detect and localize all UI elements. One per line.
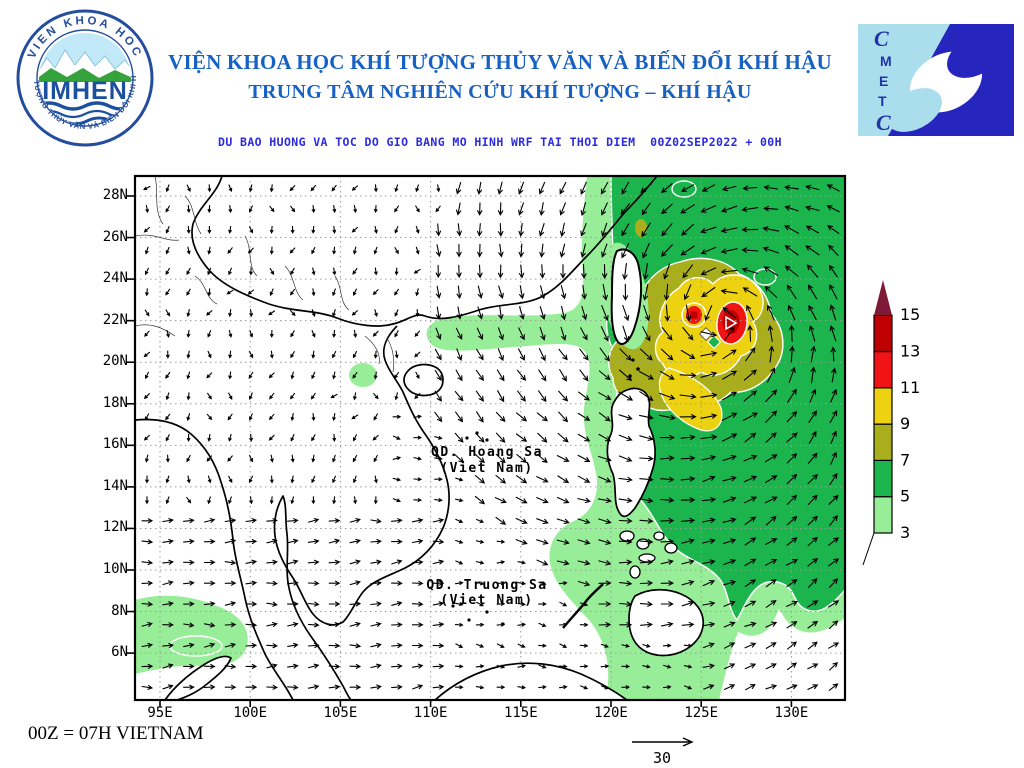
colorbar-segment: [873, 387, 893, 425]
lon-tick-label: 100E: [233, 705, 268, 721]
graticule-grid: [135, 176, 845, 700]
lon-tick-label: 105E: [323, 705, 358, 721]
lat-tick-label: 10N: [102, 560, 128, 577]
reference-wind-vector: 30: [632, 737, 694, 767]
lat-tick-label: 16N: [102, 436, 128, 453]
wind-speed-colorbar: 3 5 7 9 11 13 15: [862, 280, 920, 566]
colorbar-segment: [873, 496, 893, 534]
lon-tick-label: 95E: [147, 705, 173, 721]
colorbar-value-label: 11: [900, 378, 920, 397]
cmetc-letter-c2: C: [876, 110, 891, 135]
cmetc-letter-t: T: [878, 93, 887, 109]
colorbar-value-label: 3: [900, 523, 910, 542]
time-conversion-note: 00Z = 07H VIETNAM: [28, 723, 204, 744]
imhen-name: IMHEN: [42, 77, 128, 105]
lat-tick-label: 18N: [102, 394, 128, 411]
colorbar-value-label: 5: [900, 487, 910, 506]
hoang-sa-label: QD. Hoang Sa: [431, 445, 543, 460]
header-titles: VIỆN KHOA HỌC KHÍ TƯỢNG THỦY VĂN VÀ BIẾN…: [165, 50, 835, 104]
lat-tick-label: 22N: [102, 311, 128, 328]
wind-shading-layer: [135, 175, 846, 700]
colorbar-segment: [873, 350, 893, 389]
axis-ticks: [127, 195, 793, 707]
cmetc-letter-m: M: [880, 53, 892, 69]
lat-tick-label: 8N: [111, 602, 128, 619]
lon-tick-label: 120E: [594, 705, 628, 721]
colorbar-segment: [873, 459, 893, 498]
colorbar-arrow-tip: [874, 280, 892, 316]
cmetc-letters: C M E T C: [874, 26, 892, 135]
lat-tick-label: 24N: [102, 270, 128, 287]
imhen-logo: VIEN KHOA HOC KHÍ TƯỢNG THỦY VĂN VÀ BIẾN…: [15, 8, 154, 147]
colorbar-segment: [873, 423, 893, 462]
truong-sa-label: QD. Truong Sa: [426, 578, 547, 593]
reference-wind-speed: 30: [653, 749, 671, 767]
wind-vector-layer: [141, 181, 840, 691]
lat-tick-label: 12N: [102, 519, 128, 536]
colorbar-value-label: 7: [900, 450, 910, 469]
lon-tick-label: 125E: [684, 705, 719, 721]
cmetc-letter-e: E: [879, 73, 888, 89]
colorbar-value-label: 13: [900, 342, 920, 361]
lat-tick-label: 20N: [102, 353, 128, 370]
lon-tick-label: 130E: [774, 705, 809, 721]
lat-tick-label: 14N: [102, 477, 128, 494]
lon-tick-label: 115E: [503, 705, 538, 721]
forecast-subtitle: DU BAO HUONG VA TOC DO GIO BANG MO HINH …: [218, 135, 782, 149]
island-labels: QD. Hoang Sa (Viet Nam) QD. Truong Sa (V…: [426, 445, 547, 608]
cmetc-letter-c1: C: [874, 26, 889, 51]
institute-title: VIỆN KHOA HỌC KHÍ TƯỢNG THỦY VĂN VÀ BIẾN…: [168, 50, 832, 74]
lat-tick-label: 6N: [111, 644, 128, 661]
lat-tick-label: 28N: [102, 187, 128, 203]
lat-tick-label: 26N: [102, 228, 128, 245]
colorbar-value-label: 15: [900, 305, 920, 324]
cmetc-logo: C M E T C: [858, 24, 1014, 136]
center-title: TRUNG TÂM NGHIÊN CỨU KHÍ TƯỢNG – KHÍ HẬU: [248, 81, 752, 103]
colorbar-segment: [873, 314, 893, 353]
lon-tick-label: 110E: [413, 705, 448, 721]
island-dots: [451, 358, 640, 626]
colorbar-value-label: 9: [900, 414, 910, 433]
wind-map: QD. Hoang Sa (Viet Nam) QD. Truong Sa (V…: [127, 174, 847, 707]
coastlines-layer: [134, 175, 705, 701]
map-frame: [133, 174, 847, 702]
hoang-sa-label-2: (Viet Nam): [440, 461, 533, 476]
truong-sa-label-2: (Viet Nam): [440, 593, 533, 608]
storm-center-marker: [725, 315, 738, 331]
